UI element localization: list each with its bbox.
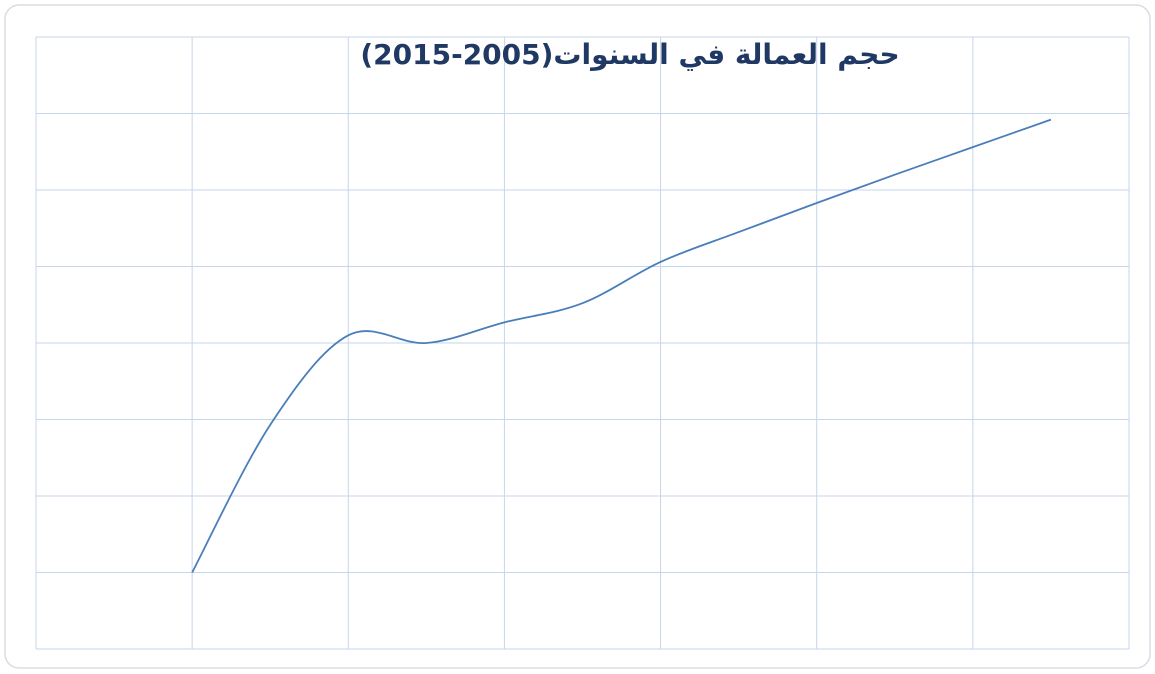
chart-frame: [4, 4, 1151, 669]
data-line: [191, 118, 1052, 573]
chart-title: حجم العمالة في السنوات(2005-2015): [360, 38, 899, 71]
